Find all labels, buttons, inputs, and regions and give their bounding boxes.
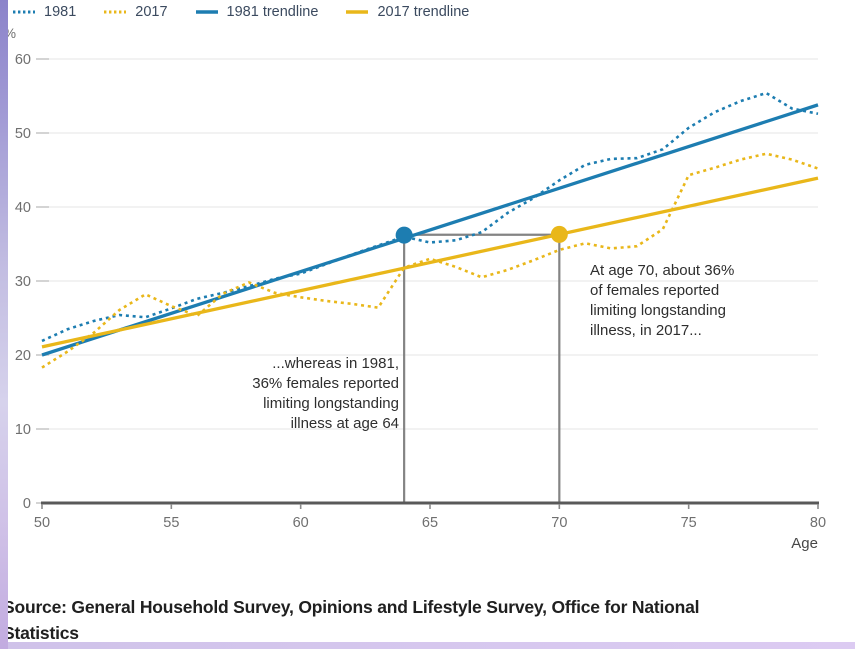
svg-text:10: 10 — [15, 422, 31, 438]
annotation-1981: ...whereas in 1981, 36% females reported… — [149, 354, 399, 434]
svg-text:20: 20 — [15, 348, 31, 364]
legend-item-1981-trendline: 1981 trendline — [195, 4, 319, 20]
chart-legend: 1981 2017 1981 trendline 2017 trendline — [12, 4, 469, 20]
svg-text:50: 50 — [15, 126, 31, 142]
dotted-line-swatch-icon — [104, 10, 127, 14]
annotation-line: illness, in 2017... — [590, 322, 702, 339]
annotation-line: 36% females reported — [252, 375, 399, 392]
svg-text:30: 30 — [15, 274, 31, 290]
legend-label: 1981 trendline — [226, 4, 319, 20]
solid-line-swatch-icon — [195, 10, 218, 14]
legend-label: 1981 — [44, 4, 77, 20]
annotation-line: of females reported — [590, 282, 720, 299]
source-line: Source: General Household Survey, Opinio… — [3, 597, 700, 617]
svg-text:70: 70 — [551, 515, 567, 531]
source-note: Source: General Household Survey, Opinio… — [3, 594, 852, 646]
svg-text:55: 55 — [163, 515, 179, 531]
annotation-2017: At age 70, about 36% of females reported… — [590, 261, 780, 341]
annotation-line: limiting longstanding — [263, 395, 399, 412]
annotation-line: ...whereas in 1981, — [272, 355, 399, 372]
chart-canvas: 0 10 20 30 40 50 60 50 55 60 65 70 75 80 Age — [15, 52, 826, 552]
legend-label: 2017 — [135, 4, 168, 20]
svg-text:75: 75 — [681, 515, 697, 531]
svg-text:40: 40 — [15, 200, 31, 216]
annotation-line: limiting longstanding — [590, 302, 726, 319]
dotted-line-swatch-icon — [13, 10, 35, 14]
source-line: Statistics — [3, 623, 79, 643]
legend-item-2017: 2017 — [103, 4, 168, 20]
svg-text:80: 80 — [810, 515, 826, 531]
svg-text:50: 50 — [34, 515, 50, 531]
svg-text:Age: Age — [791, 535, 818, 552]
svg-text:0: 0 — [23, 496, 31, 512]
legend-item-2017-trendline: 2017 trendline — [345, 4, 469, 20]
annotation-line: illness at age 64 — [290, 415, 399, 432]
window-edge-left — [0, 0, 8, 649]
svg-text:65: 65 — [422, 515, 438, 531]
legend-item-1981: 1981 — [12, 4, 76, 20]
solid-line-swatch-icon — [346, 10, 369, 14]
svg-text:60: 60 — [15, 52, 31, 68]
legend-label: 2017 trendline — [377, 4, 470, 20]
window-edge-bottom — [0, 642, 855, 649]
svg-text:60: 60 — [293, 515, 309, 531]
annotation-line: At age 70, about 36% — [590, 262, 735, 279]
